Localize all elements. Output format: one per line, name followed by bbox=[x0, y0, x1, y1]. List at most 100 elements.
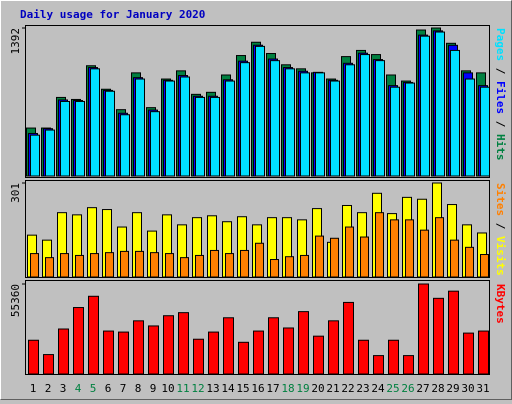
x-tick-label: 13 bbox=[206, 382, 219, 395]
bar bbox=[255, 45, 265, 177]
legend-entry: Hits bbox=[494, 134, 507, 161]
y-tick-label: 301 bbox=[9, 183, 22, 203]
bar bbox=[75, 254, 84, 278]
bar bbox=[163, 315, 174, 375]
bar bbox=[450, 49, 460, 177]
bar bbox=[90, 68, 100, 177]
bar bbox=[420, 229, 429, 278]
bar bbox=[450, 239, 459, 278]
bar bbox=[420, 35, 430, 177]
bar bbox=[253, 330, 264, 375]
bar bbox=[43, 354, 54, 375]
bar bbox=[285, 68, 295, 177]
legend-entry: Pages bbox=[494, 28, 507, 61]
x-tick-label: 14 bbox=[221, 382, 235, 395]
bar bbox=[465, 246, 474, 278]
bar bbox=[148, 325, 159, 375]
x-tick-label: 15 bbox=[236, 382, 249, 395]
bar bbox=[105, 90, 115, 177]
legend-entry: Sites bbox=[494, 183, 507, 216]
x-tick-label: 25 bbox=[386, 382, 399, 395]
bar bbox=[313, 335, 324, 375]
legend: Sites / Visits bbox=[494, 183, 507, 276]
bar bbox=[478, 330, 489, 375]
bar bbox=[388, 339, 399, 375]
bar bbox=[448, 290, 459, 375]
bar bbox=[390, 86, 400, 177]
x-tick-label: 27 bbox=[416, 382, 429, 395]
bar bbox=[88, 295, 99, 375]
bar bbox=[60, 100, 70, 177]
bar bbox=[300, 72, 310, 177]
bar bbox=[283, 327, 294, 375]
bar bbox=[465, 78, 475, 177]
x-tick-label: 24 bbox=[371, 382, 385, 395]
bar bbox=[225, 80, 235, 177]
x-tick-label: 31 bbox=[476, 382, 489, 395]
bar bbox=[118, 331, 129, 375]
x-tick-label: 17 bbox=[266, 382, 279, 395]
bar bbox=[360, 236, 369, 278]
bar bbox=[208, 331, 219, 375]
chart-title: Daily usage for January 2020 bbox=[20, 8, 205, 21]
bar bbox=[268, 317, 279, 375]
legend-separator: / bbox=[494, 114, 507, 134]
x-tick-label: 23 bbox=[356, 382, 369, 395]
bar bbox=[300, 254, 309, 278]
bar bbox=[150, 252, 159, 278]
x-tick-label: 4 bbox=[75, 382, 82, 395]
bar bbox=[330, 80, 340, 177]
bar bbox=[60, 253, 69, 278]
x-tick-label: 1 bbox=[30, 382, 37, 395]
x-tick-label: 26 bbox=[401, 382, 414, 395]
bar bbox=[240, 249, 249, 278]
legend-entry: Visits bbox=[494, 236, 507, 276]
bar bbox=[73, 307, 84, 375]
bar bbox=[58, 328, 69, 375]
bar bbox=[105, 252, 114, 278]
bar bbox=[133, 320, 144, 375]
bar bbox=[45, 129, 55, 177]
bar bbox=[223, 317, 234, 375]
x-tick-label: 7 bbox=[120, 382, 127, 395]
bar bbox=[418, 283, 429, 375]
bar bbox=[165, 80, 175, 177]
bar bbox=[270, 60, 280, 177]
bar bbox=[328, 320, 339, 375]
bar bbox=[298, 311, 309, 375]
y-tick-label: 55360 bbox=[9, 284, 22, 317]
bar bbox=[195, 254, 204, 278]
bar bbox=[390, 219, 399, 278]
bar bbox=[480, 86, 490, 177]
bar bbox=[433, 297, 444, 375]
bar bbox=[345, 226, 354, 278]
legend-entry: KBytes bbox=[494, 284, 507, 324]
bar bbox=[375, 212, 384, 278]
y-tick-label: 1392 bbox=[9, 28, 22, 55]
x-tick-label: 21 bbox=[326, 382, 339, 395]
bar bbox=[30, 134, 40, 177]
x-tick-label: 9 bbox=[150, 382, 157, 395]
x-tick-label: 29 bbox=[446, 382, 459, 395]
legend-separator: / bbox=[494, 61, 507, 81]
bar bbox=[28, 339, 39, 375]
bar bbox=[435, 217, 444, 278]
x-tick-label: 12 bbox=[191, 382, 204, 395]
bar bbox=[90, 253, 99, 278]
bar bbox=[178, 312, 189, 375]
bar bbox=[405, 82, 415, 177]
x-tick-label: 8 bbox=[135, 382, 142, 395]
bar bbox=[45, 257, 54, 278]
bar bbox=[225, 253, 234, 278]
bar bbox=[315, 235, 324, 278]
x-tick-label: 30 bbox=[461, 382, 474, 395]
x-tick-label: 22 bbox=[341, 382, 354, 395]
x-tick-label: 18 bbox=[281, 382, 294, 395]
bar bbox=[210, 249, 219, 278]
bar bbox=[480, 254, 489, 278]
bar bbox=[270, 259, 279, 278]
x-tick-label: 3 bbox=[60, 382, 67, 395]
x-tick-label: 20 bbox=[311, 382, 324, 395]
x-tick-label: 2 bbox=[45, 382, 52, 395]
bar bbox=[120, 114, 130, 177]
